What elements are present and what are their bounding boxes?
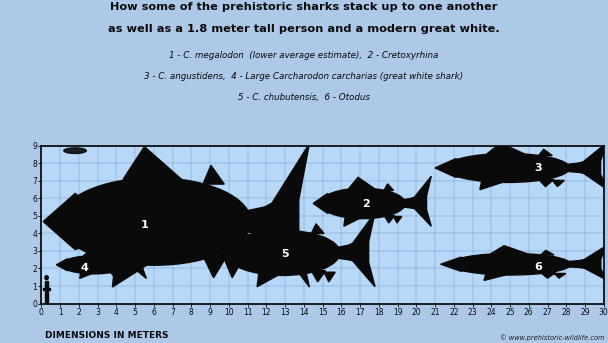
Text: DIMENSIONS IN METERS: DIMENSIONS IN METERS — [45, 331, 168, 340]
Ellipse shape — [45, 276, 48, 280]
Polygon shape — [324, 272, 335, 282]
Polygon shape — [487, 143, 525, 154]
Polygon shape — [110, 272, 119, 276]
Polygon shape — [117, 273, 124, 276]
Polygon shape — [203, 165, 224, 184]
Polygon shape — [570, 170, 607, 190]
Text: How some of the prehistoric sharks stack up to one another: How some of the prehistoric sharks stack… — [110, 2, 498, 12]
Polygon shape — [126, 266, 147, 279]
Polygon shape — [564, 259, 601, 269]
Polygon shape — [224, 259, 243, 278]
Polygon shape — [57, 259, 76, 271]
Text: 4: 4 — [80, 263, 88, 273]
Polygon shape — [406, 205, 431, 226]
Bar — [49, 288, 50, 290]
Polygon shape — [539, 149, 552, 156]
Polygon shape — [384, 184, 393, 190]
Ellipse shape — [59, 178, 251, 265]
Polygon shape — [313, 194, 339, 213]
Polygon shape — [340, 256, 375, 287]
Polygon shape — [552, 180, 564, 187]
Ellipse shape — [320, 188, 406, 218]
Text: 3: 3 — [534, 163, 542, 173]
Polygon shape — [311, 271, 326, 282]
Bar — [47, 291, 49, 304]
Polygon shape — [441, 257, 477, 271]
Polygon shape — [393, 216, 402, 223]
Polygon shape — [257, 258, 292, 287]
Polygon shape — [240, 200, 299, 240]
Polygon shape — [541, 250, 554, 255]
Polygon shape — [123, 147, 182, 179]
Polygon shape — [562, 161, 601, 174]
Polygon shape — [251, 143, 309, 215]
Text: 1 - C. megalodon  (lower average estimate),  2 - Cretoxyrhina: 1 - C. megalodon (lower average estimate… — [169, 51, 439, 60]
Polygon shape — [340, 213, 375, 250]
Ellipse shape — [62, 256, 126, 274]
Text: © www.prehistoric-wildlife.com: © www.prehistoric-wildlife.com — [500, 335, 605, 341]
Text: 5 - C. chubutensis,  6 - Otodus: 5 - C. chubutensis, 6 - Otodus — [238, 93, 370, 102]
Polygon shape — [112, 231, 171, 287]
Polygon shape — [83, 249, 103, 256]
Text: 1: 1 — [140, 220, 148, 230]
Polygon shape — [480, 171, 518, 190]
Polygon shape — [80, 267, 100, 279]
Polygon shape — [554, 273, 566, 278]
Ellipse shape — [446, 153, 570, 182]
Polygon shape — [384, 215, 395, 223]
Polygon shape — [263, 214, 299, 231]
Bar — [43, 288, 45, 290]
Text: 3 - C. angustidens,  4 - Large Carcharodon carcharias (great white shark): 3 - C. angustidens, 4 - Large Carcharodo… — [145, 72, 463, 81]
Polygon shape — [571, 245, 607, 263]
Polygon shape — [348, 177, 375, 189]
Bar — [45, 291, 46, 304]
Text: 5: 5 — [282, 249, 289, 259]
Ellipse shape — [225, 230, 340, 275]
Polygon shape — [311, 224, 324, 234]
Polygon shape — [123, 260, 143, 269]
Ellipse shape — [451, 253, 571, 275]
Polygon shape — [571, 266, 607, 281]
Polygon shape — [435, 159, 473, 177]
Polygon shape — [110, 253, 117, 257]
Polygon shape — [484, 267, 520, 281]
Polygon shape — [203, 256, 227, 278]
Polygon shape — [216, 238, 250, 268]
Polygon shape — [43, 193, 102, 250]
Polygon shape — [344, 207, 370, 226]
Polygon shape — [334, 241, 368, 262]
Polygon shape — [126, 249, 147, 263]
Polygon shape — [401, 196, 427, 210]
Bar — [45, 281, 49, 291]
Polygon shape — [570, 142, 607, 166]
Text: 6: 6 — [534, 262, 542, 272]
Polygon shape — [406, 176, 431, 201]
Polygon shape — [541, 273, 556, 278]
Text: 2: 2 — [362, 199, 370, 209]
Polygon shape — [491, 246, 527, 254]
Polygon shape — [539, 179, 554, 187]
Ellipse shape — [64, 148, 86, 153]
Text: as well as a 1.8 meter tall person and a modern great white.: as well as a 1.8 meter tall person and a… — [108, 24, 500, 34]
Polygon shape — [251, 228, 309, 287]
